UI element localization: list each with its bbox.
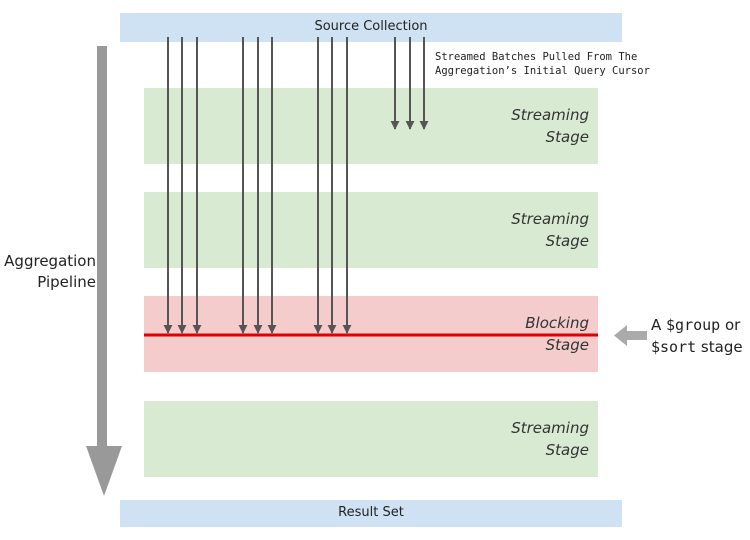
streaming-stage-2: Streaming Stage: [144, 192, 598, 268]
aggregation-pipeline-label: Aggregation Pipeline: [0, 251, 96, 293]
stage-4-line1: Streaming: [511, 419, 589, 437]
batch-group-1: [163, 37, 202, 334]
group-code: $group: [666, 316, 721, 334]
stage-1-line2: Stage: [545, 128, 589, 146]
note-line2: $sort stage: [651, 336, 743, 358]
streamed-batches-caption: Streamed Batches Pulled From The Aggrega…: [435, 50, 650, 78]
streaming-stage-1: Streaming Stage: [144, 88, 598, 164]
pipeline-arrow-icon: [86, 46, 122, 496]
stage-2-line2: Stage: [545, 232, 589, 250]
source-collection-label: Source Collection: [314, 19, 428, 34]
stage-2-line1: Streaming: [511, 210, 589, 228]
batch-group-3: [313, 37, 352, 334]
batch-group-incoming: [390, 37, 429, 130]
note-prefix: A: [651, 316, 667, 334]
stage-3-line1: Blocking: [525, 314, 589, 332]
caption-line1: Streamed Batches Pulled From The: [435, 51, 638, 63]
source-collection-bar: Source Collection: [120, 13, 622, 42]
stage-4-line2: Stage: [545, 441, 589, 459]
sort-code: $sort: [651, 338, 697, 356]
caption-line2: Aggregation’s Initial Query Cursor: [435, 65, 650, 77]
note-suffix: stage: [696, 338, 743, 356]
blocking-stage-note: A $group or $sort stage: [651, 314, 743, 358]
stage-3-line2: Stage: [545, 336, 589, 354]
result-set-bar: Result Set: [120, 500, 622, 527]
result-set-label: Result Set: [338, 505, 404, 520]
stage-1-line1: Streaming: [511, 106, 589, 124]
note-arrow-icon: [614, 325, 647, 346]
pipeline-label-line2: Pipeline: [37, 273, 96, 291]
note-line1: A $group or: [651, 314, 743, 336]
batch-group-2: [238, 37, 277, 334]
pipeline-label-line1: Aggregation: [4, 252, 96, 270]
note-middle: or: [720, 316, 741, 334]
streaming-stage-4: Streaming Stage: [144, 401, 598, 477]
